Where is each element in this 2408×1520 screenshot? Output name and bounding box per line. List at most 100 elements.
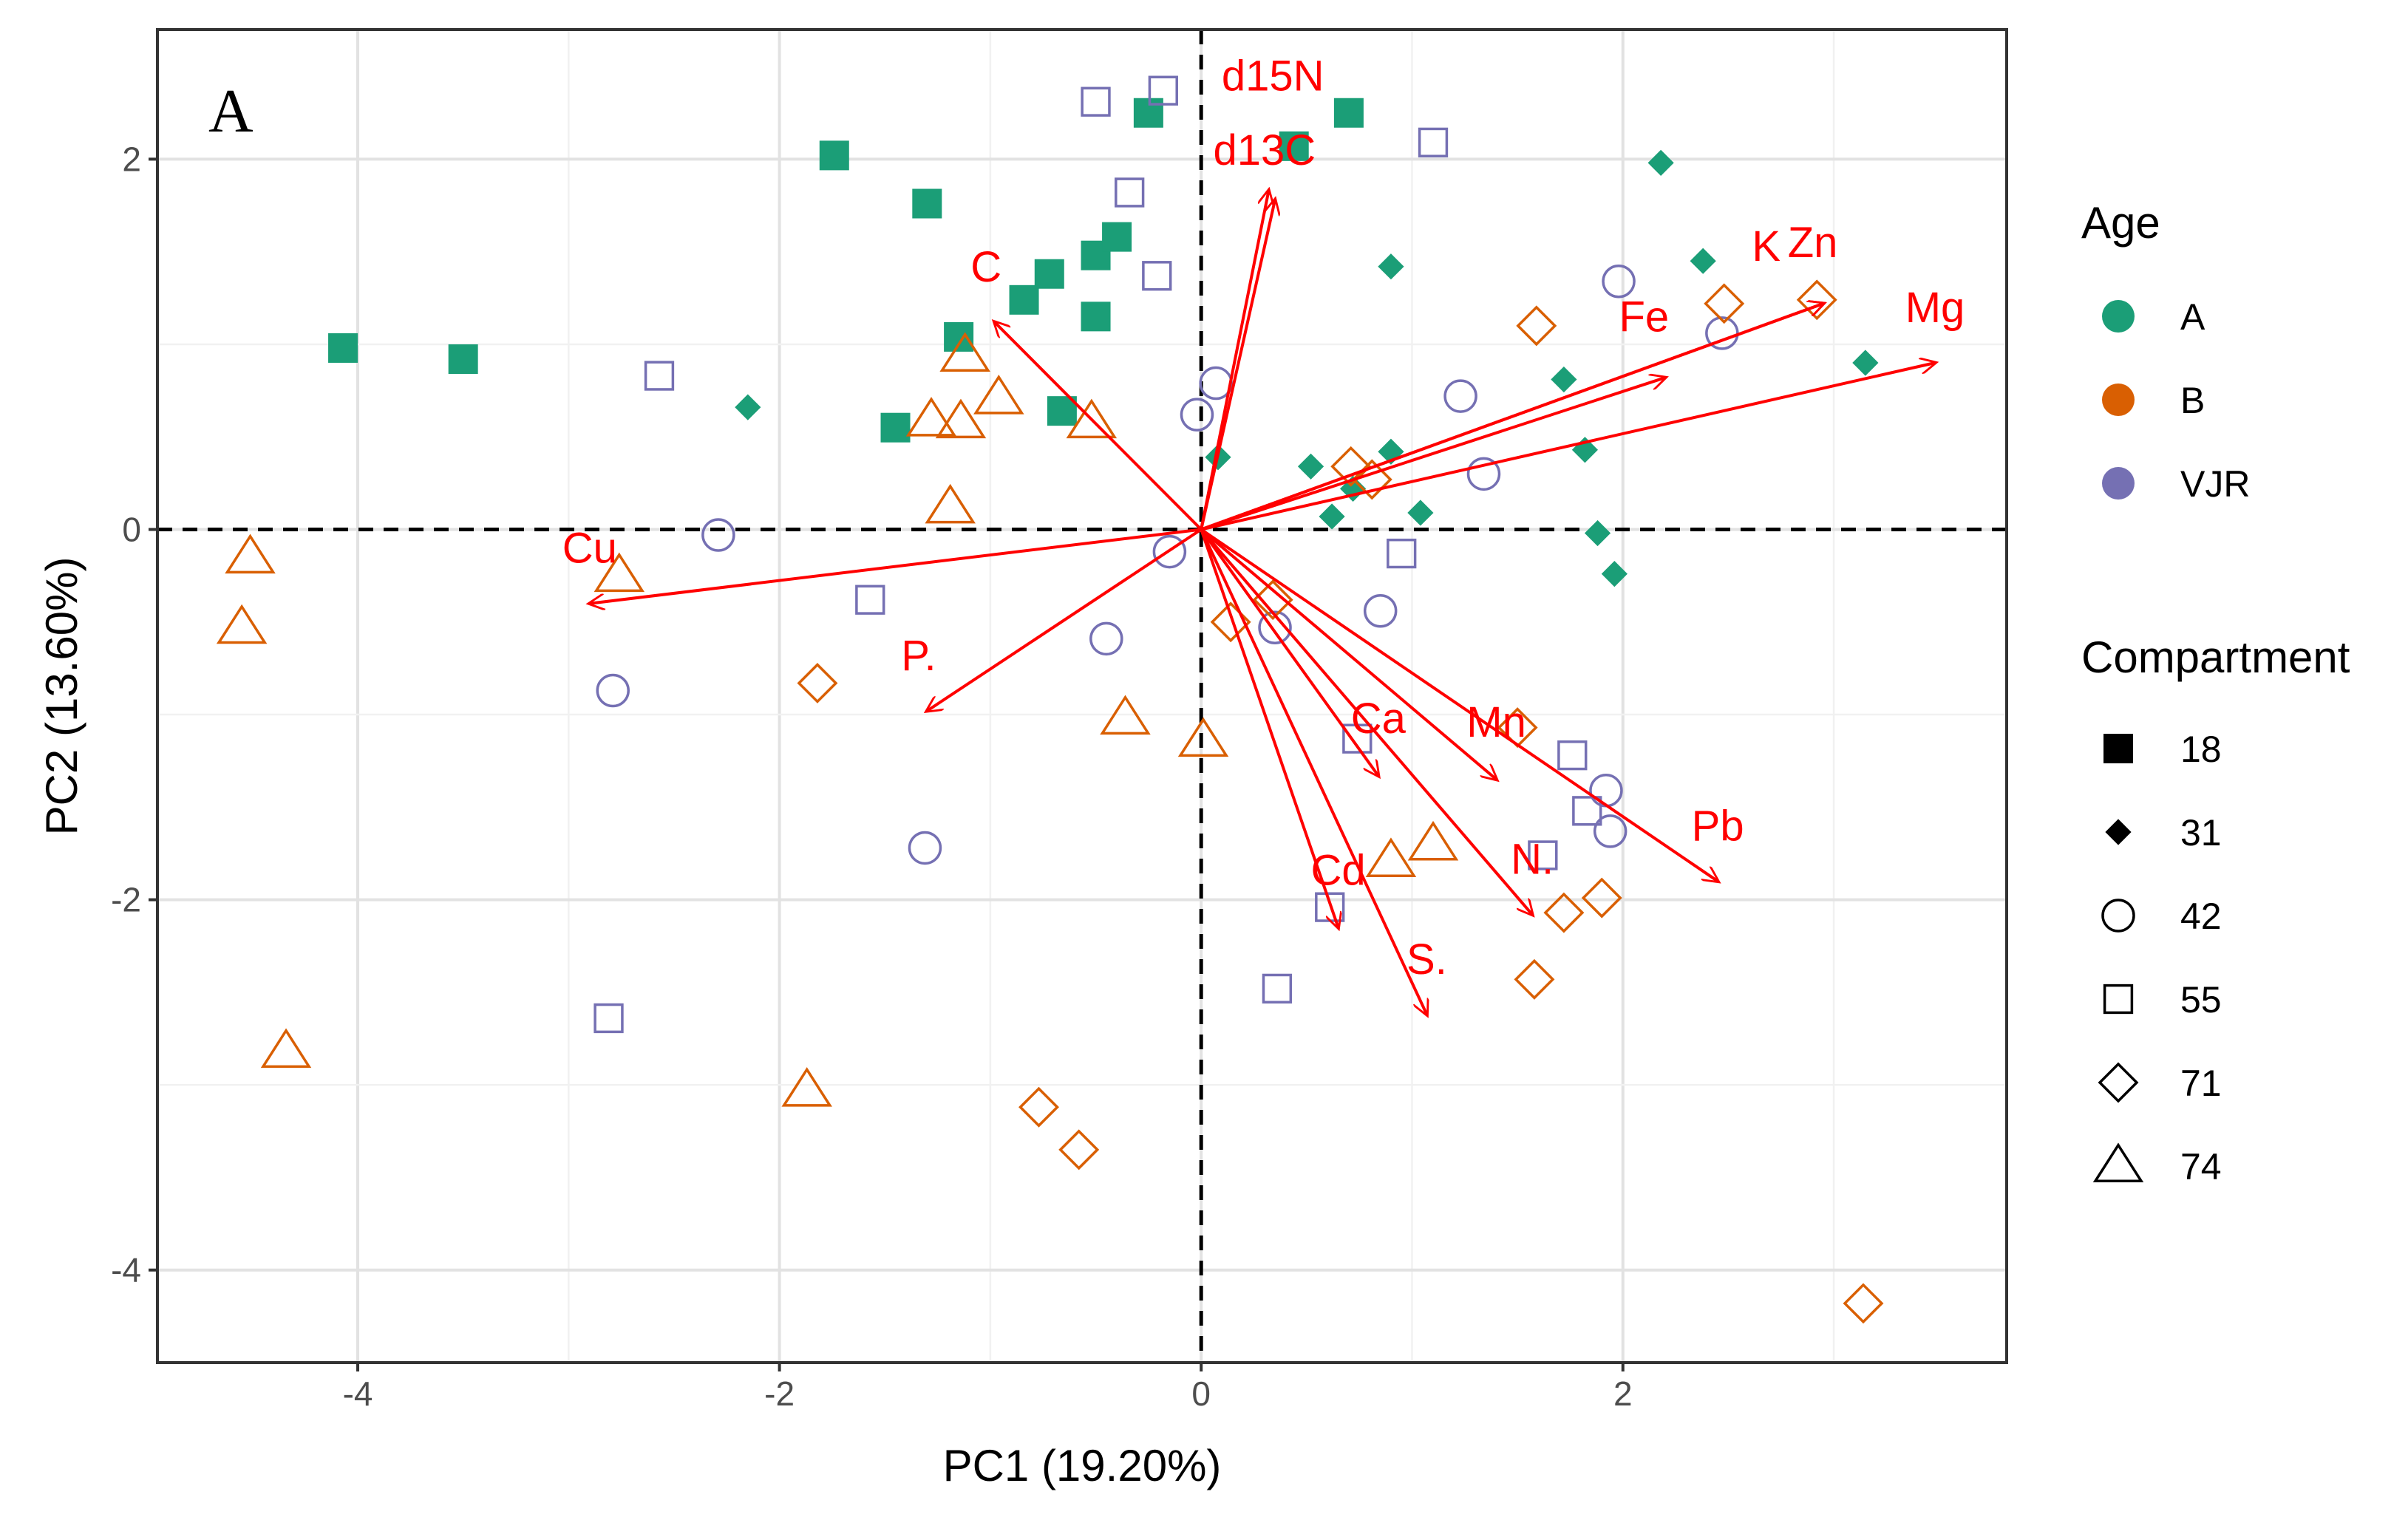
data-point-b-74 (905, 397, 957, 437)
data-point-a-18 (448, 344, 478, 374)
legend-age-key-vjr (2102, 467, 2135, 500)
data-point-b-74 (939, 332, 990, 372)
legend-compartment-label: 74 (2180, 1146, 2222, 1187)
legend-compartment-key-31 (2105, 819, 2132, 845)
x-tick-label: -4 (343, 1374, 373, 1413)
loading-arrow-mn (1200, 528, 1496, 780)
loading-arrow-d13c (1200, 200, 1275, 530)
data-point-b-71 (1210, 601, 1251, 643)
panel-label: A (208, 77, 254, 146)
y-axis-title: PC2 (13.60%) (37, 557, 86, 836)
x-axis-ticks: -4 -2 0 2 (343, 1363, 1633, 1413)
data-point-a-31 (1647, 149, 1674, 176)
data-point-b-74 (225, 534, 276, 574)
loading-label: Zn (1788, 219, 1838, 267)
loading-label: Cu (562, 525, 617, 573)
data-point-a-31 (1407, 500, 1434, 526)
x-tick-label: 0 (1191, 1374, 1211, 1413)
data-point-b-71 (1843, 1283, 1884, 1324)
y-axis-ticks: -4 -2 0 2 (111, 140, 157, 1289)
data-point-a-18 (1333, 98, 1364, 128)
loading-label: K (1752, 222, 1781, 270)
y-tick-label: 2 (122, 140, 141, 178)
loading-label: d13C (1213, 126, 1316, 174)
data-point-a-18 (1102, 222, 1132, 252)
y-tick-label: -2 (111, 881, 141, 919)
legend-compartment-key-71 (2098, 1062, 2139, 1103)
data-point-vjr-55 (594, 1003, 624, 1034)
data-point-vjr-55 (1387, 538, 1417, 569)
loading-arrow-cd (1200, 528, 1338, 928)
data-point-b-71 (797, 662, 838, 703)
data-point-b-74 (1066, 398, 1118, 439)
data-point-vjr-42 (1466, 457, 1501, 491)
legend-compartment-label: 31 (2180, 812, 2222, 853)
loading-label: Ca (1351, 695, 1407, 743)
data-point-vjr-42 (1152, 534, 1187, 569)
loading-label: P. (901, 632, 936, 680)
legend-compartment-title: Compartment (2081, 633, 2350, 682)
data-point-b-74 (1407, 820, 1459, 861)
data-point-a-31 (1584, 519, 1611, 547)
data-point-a-18 (944, 321, 974, 352)
legend-compartment-label: 55 (2180, 979, 2222, 1020)
data-point-b-74 (1100, 695, 1151, 735)
loading-label: Fe (1619, 293, 1669, 341)
data-point-a-31 (1297, 453, 1324, 480)
loading-arrow-s (1200, 528, 1426, 1015)
legend-age-title: Age (2081, 198, 2160, 248)
data-point-vjr-55 (1081, 86, 1111, 117)
panel-border (156, 28, 2008, 1364)
data-point-vjr-55 (855, 585, 885, 615)
data-point-vjr-42 (596, 673, 630, 708)
loading-label: N. (1511, 836, 1554, 884)
grid-lines (157, 30, 2007, 1363)
x-tick-label: -2 (764, 1374, 795, 1413)
data-point-a-31 (1339, 475, 1367, 502)
legend-compartment-key-55 (2103, 984, 2134, 1015)
data-point-vjr-42 (1089, 621, 1123, 656)
y-tick-label: -4 (111, 1251, 141, 1289)
legend-age-key-a (2102, 300, 2135, 333)
data-point-b-71 (1018, 1086, 1059, 1128)
data-point-b-74 (925, 483, 976, 524)
data-point-b-74 (260, 1028, 312, 1069)
data-point-vjr-55 (1528, 840, 1558, 870)
data-point-vjr-42 (1602, 265, 1636, 299)
data-point-a-31 (735, 394, 761, 420)
legend-age-label: VJR (2180, 463, 2250, 505)
legend-age-label: B (2180, 380, 2205, 421)
x-axis-title: PC1 (19.20%) (943, 1441, 1222, 1490)
data-point-vjr-55 (1342, 723, 1373, 754)
data-point-vjr-55 (1557, 740, 1588, 771)
data-point-b-71 (1252, 579, 1293, 621)
data-point-vjr-42 (701, 518, 735, 552)
data-point-vjr-55 (644, 361, 675, 391)
reference-lines (157, 30, 2007, 1363)
loading-label: Cd (1311, 847, 1366, 895)
data-point-vjr-55 (1418, 127, 1449, 157)
loading-arrow-zn (1200, 304, 1823, 531)
data-point-b-71 (1330, 446, 1372, 487)
legend-age-key-b (2102, 384, 2135, 416)
legend-compartment-key-18 (2103, 734, 2133, 763)
data-point-a-31 (1690, 248, 1716, 274)
data-point-vjr-55 (1115, 177, 1145, 208)
loading-label: S. (1407, 935, 1447, 984)
data-point-a-18 (880, 412, 911, 443)
data-point-vjr-55 (1142, 261, 1172, 291)
loading-arrow-p (927, 528, 1203, 712)
legend-compartment-key-74 (2092, 1142, 2144, 1182)
data-point-a-31 (1378, 253, 1404, 280)
data-point-a-18 (1279, 131, 1309, 161)
loading-arrow-c (995, 322, 1203, 531)
loading-label: Mg (1905, 284, 1965, 332)
data-point-b-71 (1581, 877, 1622, 919)
data-point-b-71 (1796, 279, 1837, 321)
data-point-a-18 (1009, 284, 1039, 315)
data-point-b-74 (1365, 837, 1417, 877)
data-point-vjr-42 (1258, 610, 1292, 645)
loading-arrow-cu (590, 528, 1202, 604)
